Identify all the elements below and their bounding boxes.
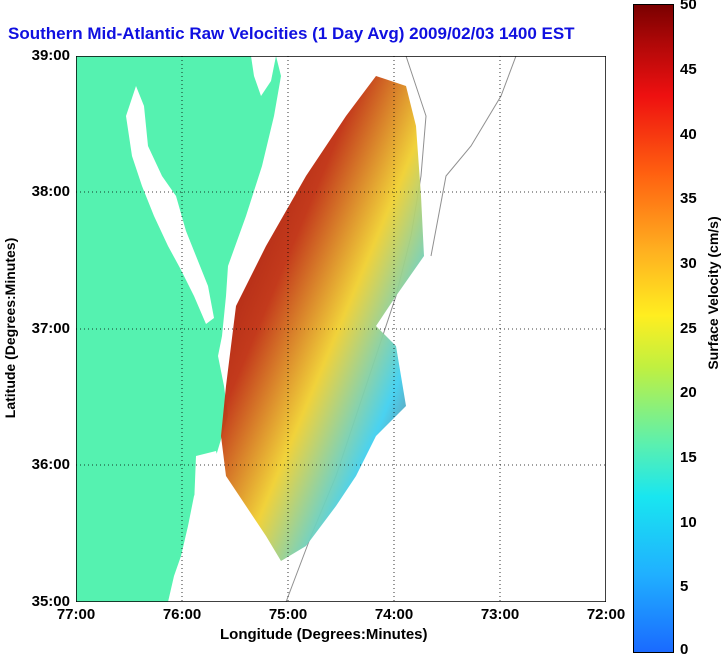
colorbar-tick: 45 [680, 61, 697, 78]
colorbar-tick: 30 [680, 255, 697, 272]
y-tick: 38:00 [31, 183, 70, 200]
x-tick: 77:00 [56, 606, 96, 623]
x-tick: 76:00 [162, 606, 202, 623]
velocity-field [221, 76, 424, 561]
colorbar-tick: 0 [680, 641, 689, 658]
y-tick: 35:00 [31, 593, 70, 610]
colorbar-tick: 40 [680, 126, 697, 143]
map-area [76, 56, 606, 602]
y-tick: 36:00 [31, 456, 70, 473]
pamlico-sound [181, 451, 226, 576]
x-tick: 73:00 [480, 606, 520, 623]
y-tick: 37:00 [31, 320, 70, 337]
colorbar-label: Surface Velocity (cm/s) [705, 216, 721, 370]
colorbar-tick: 25 [680, 320, 697, 337]
colorbar [633, 4, 674, 653]
x-axis-label: Longitude (Degrees:Minutes) [220, 626, 428, 643]
x-tick: 72:00 [586, 606, 626, 623]
chesapeake-bay [126, 86, 214, 324]
land-mass [76, 56, 281, 602]
isobath-line-2 [430, 56, 517, 257]
colorbar-tick: 15 [680, 449, 697, 466]
y-tick: 39:00 [31, 47, 70, 64]
delaware-bay [251, 56, 276, 96]
colorbar-tick: 35 [680, 190, 697, 207]
colorbar-tick: 10 [680, 514, 697, 531]
grid [76, 56, 606, 602]
map-title: Southern Mid-Atlantic Raw Velocities (1 … [8, 24, 575, 43]
y-axis-label: Latitude (Degrees:Minutes) [2, 237, 18, 419]
colorbar-tick: 20 [680, 384, 697, 401]
colorbar-tick: 5 [680, 578, 689, 595]
colorbar-tick: 50 [680, 0, 697, 13]
x-tick: 75:00 [268, 606, 308, 623]
x-tick: 74:00 [374, 606, 414, 623]
